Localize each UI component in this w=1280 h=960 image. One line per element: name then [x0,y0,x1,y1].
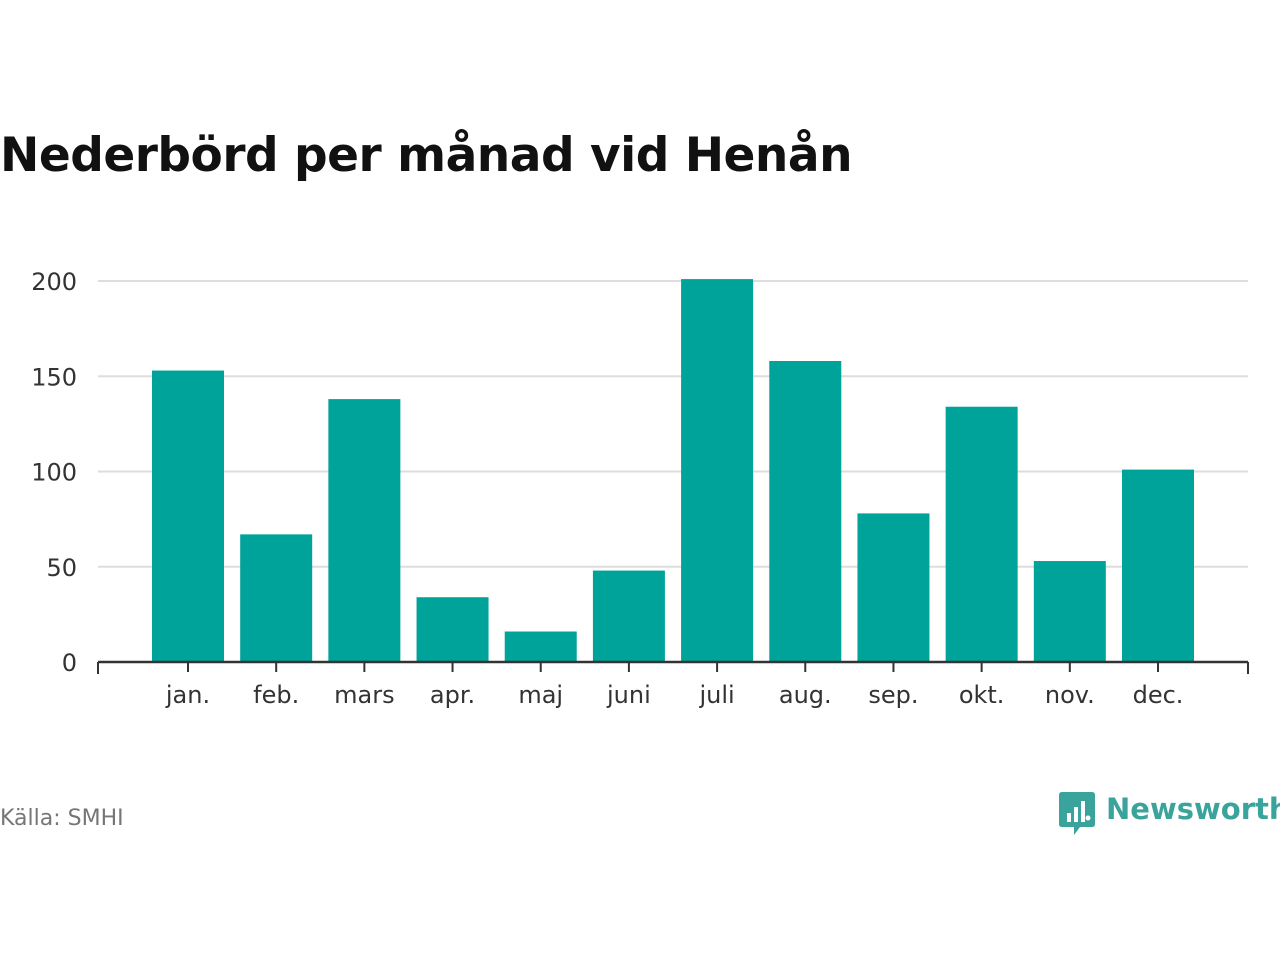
brand-name: Newsworthy [1106,792,1280,826]
grid-lines [98,280,1248,568]
x-tick-label: okt. [959,681,1005,709]
x-tick-label: maj [518,681,563,709]
x-tick-label: dec. [1133,681,1184,709]
x-tick-label: mars [334,681,394,709]
y-tick-label: 150 [31,363,77,391]
y-tick-label: 200 [31,268,77,296]
bar-6 [681,279,754,662]
newsworthy-logo-icon [1059,792,1095,835]
y-tick-label: 0 [62,649,77,677]
x-axis [97,660,1249,674]
bar-4 [504,631,577,662]
x-tick-label: jan. [165,681,210,709]
y-tick-label: 100 [31,459,77,487]
x-tick-label: feb. [253,681,299,709]
bar-11 [1122,469,1194,662]
x-axis-labels: jan. feb. mars apr. maj juni juli aug. sep. okt. n… [165,681,1184,709]
x-tick-label: juni [606,681,651,709]
bar-1 [240,534,313,662]
newsworthy-logo: Newsworthy [1058,790,1280,838]
x-tick-label: apr. [430,681,475,709]
x-tick-label: aug. [779,681,832,709]
bar-10 [1033,561,1106,662]
bar-3 [416,597,489,662]
bar-5 [592,570,665,662]
bar-2 [328,399,401,662]
bars [152,279,1194,662]
bar-8 [857,513,930,662]
bar-7 [769,361,842,662]
x-tick-label: sep. [868,681,918,709]
bar-9 [945,406,1018,662]
y-axis-labels: 0 50 100 150 200 [31,268,77,677]
y-tick-label: 50 [46,554,77,582]
x-tick-label: juli [698,681,734,709]
x-tick-label: nov. [1045,681,1095,709]
bar-0 [152,370,224,662]
source-note: Källa: SMHI [0,806,124,831]
chart-title: Nederbörd per månad vid Henån [0,128,853,183]
